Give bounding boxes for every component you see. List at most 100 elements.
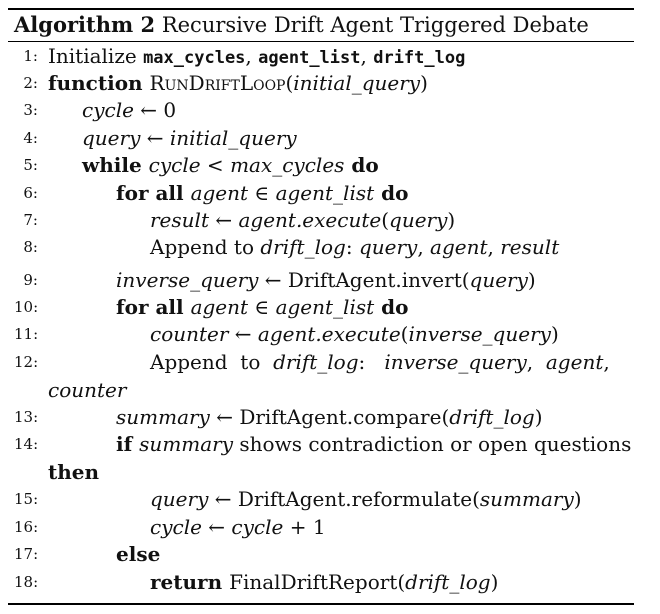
code-token: if <box>116 432 140 456</box>
code-token: return <box>150 570 230 594</box>
line-text: if summary shows contradiction or open q… <box>116 432 631 456</box>
line-text: for all agent ∈ agent_list do <box>116 295 408 319</box>
code-token: drift_log <box>449 405 535 429</box>
code-token: , <box>603 350 610 374</box>
line-text: while cycle < max_cycles do <box>82 153 379 177</box>
code-token: inverse_query <box>384 350 527 374</box>
line-number: 10: <box>14 298 39 316</box>
line-text: cycle ← cycle + 1 <box>150 515 326 539</box>
line-number: 2: <box>23 74 38 92</box>
code-token: summary <box>479 487 574 511</box>
code-token: ) <box>534 405 543 429</box>
algorithm-title: Recursive Drift Agent Triggered Debate <box>161 13 589 37</box>
code-token: cycle <box>148 153 201 177</box>
line-text: Append to drift_log: inverse_query, agen… <box>150 350 610 374</box>
line-number: 18: <box>14 573 39 591</box>
code-token: Initialize <box>48 44 144 68</box>
code-token: result <box>500 235 560 259</box>
algorithm-label: Algorithm 2 <box>14 12 156 37</box>
code-token: ) <box>550 322 559 346</box>
code-token: drift_log <box>373 48 466 68</box>
code-token: ← DriftAgent.reformulate( <box>208 487 480 511</box>
line-number: 6: <box>23 184 38 202</box>
code-token: agent_list <box>275 181 375 205</box>
code-token: do <box>374 181 409 205</box>
code-token: ← DriftAgent.invert( <box>258 268 470 292</box>
code-token: query <box>82 126 141 150</box>
line-number: 17: <box>14 545 39 563</box>
line-text: inverse_query ← DriftAgent.invert(query) <box>116 268 536 292</box>
line-number: 13: <box>14 408 39 426</box>
code-token: ) <box>527 268 536 292</box>
line-number: 3: <box>23 101 38 119</box>
code-token: do <box>344 153 379 177</box>
code-token: , <box>360 44 374 68</box>
code-token: ← <box>208 208 239 232</box>
line-text: query ← initial_query <box>82 126 297 150</box>
code-token: FinalDriftReport( <box>229 570 406 594</box>
code-token: , <box>245 44 259 68</box>
code-token: ( <box>400 322 409 346</box>
line-text: query ← DriftAgent.reformulate(summary) <box>150 487 582 511</box>
line-text: summary ← DriftAgent.compare(drift_log) <box>116 405 543 429</box>
code-token: + 1 <box>283 515 326 539</box>
code-token: max_cycles <box>230 153 345 177</box>
line-number: 16: <box>14 518 39 536</box>
code-token: , <box>417 235 431 259</box>
code-token: : <box>345 235 359 259</box>
line-text: function RunDriftLoop(initial_query) <box>48 71 428 95</box>
line-text: result ← agent.execute(query) <box>150 208 455 232</box>
code-token: ← DriftAgent.compare( <box>209 405 450 429</box>
code-token: else <box>116 542 161 566</box>
code-token: ← 0 <box>133 98 177 122</box>
code-token: ∈ <box>248 295 276 319</box>
line-text: else <box>116 542 160 566</box>
bottom-rule <box>8 603 634 605</box>
line-text: for all agent ∈ agent_list do <box>116 181 408 205</box>
line-number: 5: <box>23 156 38 174</box>
code-token: shows contradiction or open questions <box>233 432 632 456</box>
code-token: inverse_query <box>116 268 259 292</box>
code-token: agent <box>545 350 604 374</box>
code-token: agent <box>190 181 249 205</box>
code-token: counter <box>48 378 127 402</box>
code-token: for all <box>116 181 191 205</box>
code-token: RunDriftLoop <box>149 71 286 95</box>
code-token: agent_list <box>275 295 375 319</box>
code-token: agent.execute <box>238 208 382 232</box>
code-token: max_cycles <box>143 48 246 68</box>
algorithm-caption: Algorithm 2 Recursive Drift Agent Trigge… <box>14 12 589 37</box>
code-token: ) <box>420 71 428 95</box>
code-token: agent.execute <box>257 322 401 346</box>
code-token: ( <box>381 208 390 232</box>
code-token: , <box>526 350 546 374</box>
top-rule <box>8 8 634 10</box>
caption-rule <box>8 41 634 42</box>
code-token: query <box>469 268 528 292</box>
line-number: 4: <box>23 129 38 147</box>
code-token: ) <box>573 487 582 511</box>
code-token: agent <box>430 235 488 259</box>
code-token: then <box>48 460 100 484</box>
code-token: drift_log <box>405 570 491 594</box>
code-token: do <box>374 295 409 319</box>
line-text: counter ← agent.execute(inverse_query) <box>150 322 559 346</box>
line-text: cycle ← 0 <box>82 98 176 122</box>
line-number: 11: <box>14 325 39 343</box>
code-token: counter <box>150 322 229 346</box>
code-token: : <box>358 350 385 374</box>
line-text: return FinalDriftReport(drift_log) <box>150 570 498 594</box>
code-token: cycle <box>82 98 134 122</box>
line-number: 9: <box>23 271 38 289</box>
code-token: while <box>82 153 149 177</box>
line-number: 12: <box>14 353 39 371</box>
code-token: ) <box>447 208 456 232</box>
line-text: counter <box>48 378 126 402</box>
code-token: function <box>48 71 150 95</box>
code-token: ∈ <box>248 181 276 205</box>
code-token: Append to <box>150 350 274 374</box>
line-number: 8: <box>23 238 38 256</box>
code-token: < <box>200 153 231 177</box>
code-token: ( <box>285 71 294 95</box>
code-token: ← <box>140 126 170 150</box>
